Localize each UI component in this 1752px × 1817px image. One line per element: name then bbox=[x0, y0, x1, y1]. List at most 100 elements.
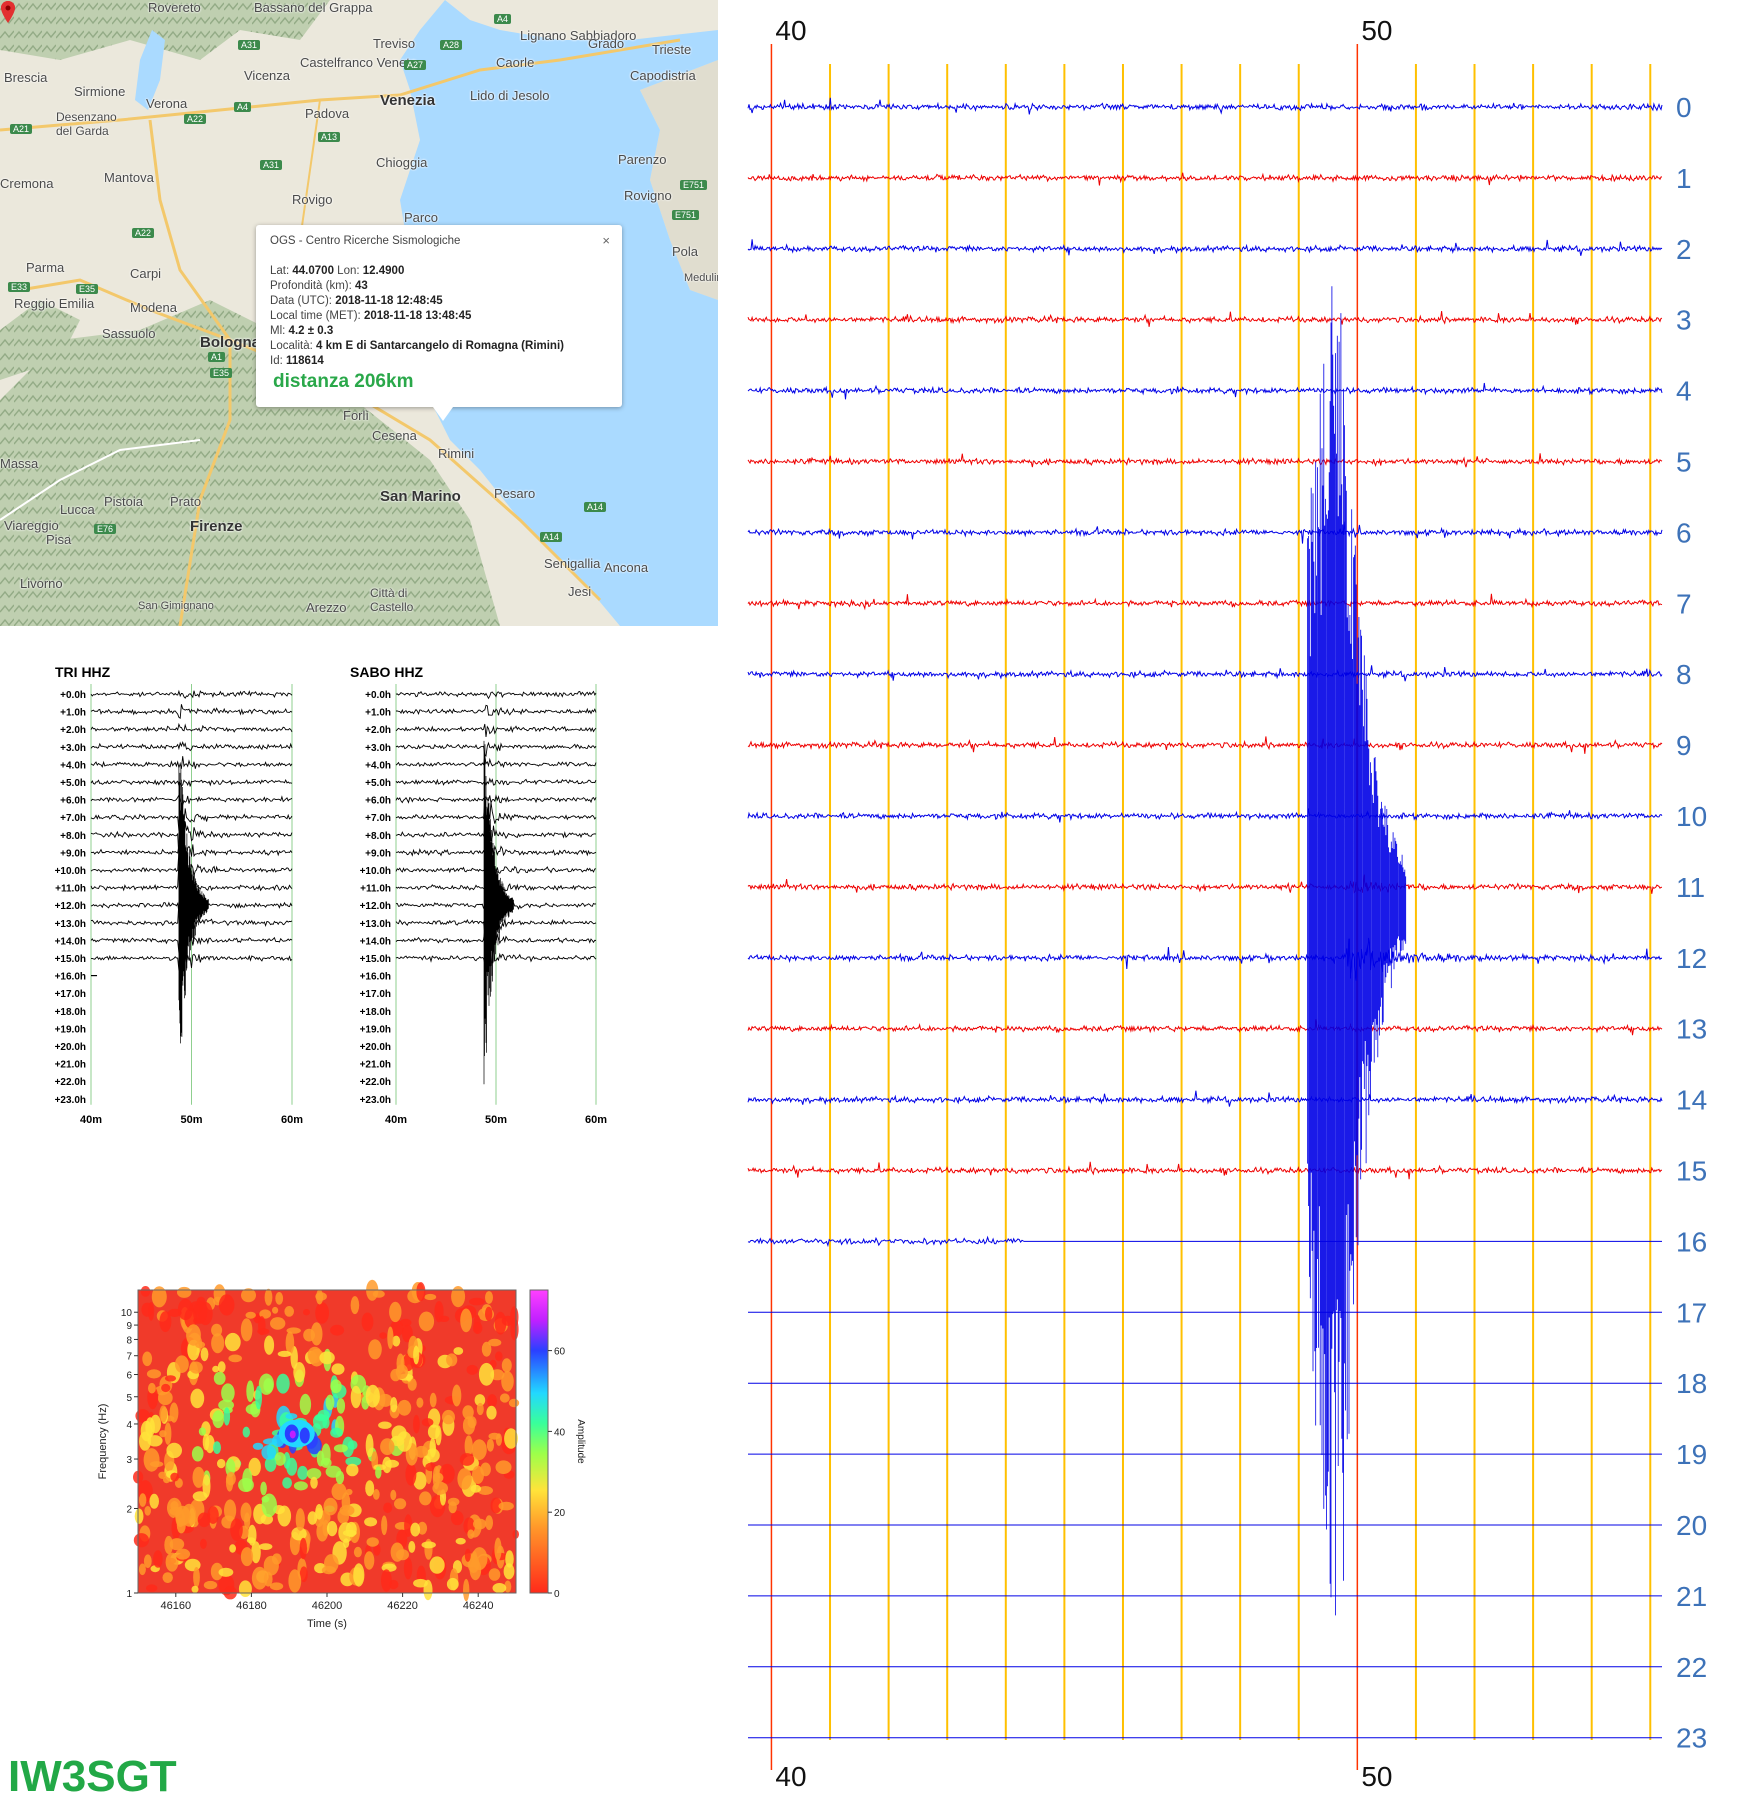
helicorder-row-label: +14.0h bbox=[55, 936, 86, 947]
drum-row-label: 11 bbox=[1676, 872, 1705, 903]
distance-value: distanza 206km bbox=[273, 371, 414, 392]
spectrogram-cell bbox=[264, 1456, 277, 1472]
spectrogram-cell bbox=[223, 1407, 231, 1426]
spectrogram-cell bbox=[263, 1571, 273, 1587]
spectrogram-cell bbox=[319, 1351, 335, 1365]
drum-trace bbox=[747, 310, 1663, 327]
spectrogram-cell bbox=[218, 1294, 235, 1316]
helicorder-row-label: +18.0h bbox=[55, 1007, 86, 1018]
drum-bottom-tick: 40 bbox=[775, 1761, 806, 1792]
spectrogram-cell bbox=[368, 1339, 382, 1360]
helicorder-trace bbox=[90, 821, 293, 859]
spectrogram-cell bbox=[146, 1369, 162, 1379]
helicorder-row-label: +9.0h bbox=[365, 848, 391, 859]
spectrogram-cell bbox=[478, 1362, 495, 1386]
epicenter-marker-icon[interactable] bbox=[0, 0, 16, 24]
drum-row-label: 5 bbox=[1676, 447, 1692, 478]
spectrogram-cell bbox=[285, 1331, 295, 1355]
spectrogram-cell bbox=[175, 1505, 191, 1526]
spectrogram-cell bbox=[380, 1438, 395, 1456]
spectrogram-cell bbox=[464, 1548, 471, 1562]
spectrogram-cell bbox=[460, 1308, 472, 1333]
map-panel[interactable]: Rovereto Bassano del Grappa Treviso Lign… bbox=[0, 0, 718, 626]
spectrogram-cell bbox=[177, 1286, 192, 1298]
drum-row-label: 15 bbox=[1676, 1156, 1707, 1187]
spectrogram-panel: 46160 46180 46200 46220 46240 Time (s) 1 2 3 4 5 6 7… bbox=[70, 1270, 630, 1650]
spectrogram-cell bbox=[147, 1435, 163, 1447]
helicorder-row-label: +7.0h bbox=[365, 813, 391, 824]
spectrogram-cell bbox=[488, 1338, 502, 1347]
spectrogram-cell bbox=[336, 1398, 346, 1414]
map-city-label: San Gimignano bbox=[138, 600, 214, 612]
spectrogram-cell bbox=[330, 1379, 342, 1394]
spectrogram-cell bbox=[307, 1346, 322, 1364]
helicorder-row-label: +6.0h bbox=[365, 796, 391, 807]
spectrogram-cell bbox=[263, 1378, 274, 1393]
spectrogram-cell bbox=[143, 1448, 160, 1472]
spectrogram-cell bbox=[293, 1362, 306, 1383]
helicorder-title: TRI HHZ bbox=[55, 664, 111, 680]
spectrogram-cell bbox=[285, 1413, 298, 1420]
spectrogram-cell bbox=[212, 1365, 220, 1373]
spectrogram-cell bbox=[480, 1462, 491, 1477]
spectrogram-cell bbox=[134, 1508, 144, 1524]
spectrogram-cell bbox=[366, 1537, 379, 1547]
spectrogram-cell bbox=[373, 1543, 381, 1556]
spectrogram-cell bbox=[494, 1537, 502, 1561]
spectrogram-y-tick: 9 bbox=[126, 1321, 132, 1332]
spectrogram-cell bbox=[463, 1578, 470, 1602]
spectrogram-cell bbox=[166, 1442, 182, 1459]
map-city-label: Lignano Sabbiadoro bbox=[520, 28, 637, 43]
helicorder-row-label: +15.0h bbox=[55, 954, 86, 965]
helicorder-row-label: +10.0h bbox=[55, 866, 86, 877]
spectrogram-cell bbox=[434, 1301, 444, 1323]
drum-trace bbox=[747, 172, 1663, 186]
popup-org: OGS - Centro Ricerche Sismologiche bbox=[270, 235, 461, 247]
spectrogram-cell bbox=[435, 1425, 442, 1446]
spectrogram-cell bbox=[221, 1383, 235, 1403]
helicorder-x-tick: 50m bbox=[485, 1114, 507, 1126]
spectrogram-cell bbox=[316, 1289, 324, 1305]
spectrogram-cell bbox=[389, 1301, 402, 1323]
map-city-label: Pistoia bbox=[104, 494, 144, 509]
spectrogram-x-tick: 46160 bbox=[161, 1600, 192, 1612]
spectrogram-cell bbox=[186, 1324, 201, 1346]
spectrogram-cell bbox=[501, 1358, 512, 1373]
drum-trace bbox=[747, 937, 1663, 981]
spectrogram-cell bbox=[161, 1383, 171, 1393]
spectrogram-cell bbox=[138, 1563, 146, 1576]
drum-trace bbox=[747, 521, 1663, 544]
helicorder-row-label: +22.0h bbox=[360, 1077, 391, 1088]
spectrogram-cell bbox=[170, 1472, 180, 1482]
drum-trace bbox=[747, 97, 1663, 115]
drum-row-label: 23 bbox=[1676, 1723, 1707, 1754]
spectrogram-cell bbox=[193, 1300, 208, 1324]
helicorder-row-label: +11.0h bbox=[55, 884, 86, 895]
spectrogram-cell bbox=[229, 1544, 237, 1553]
spectrogram-cell bbox=[225, 1458, 236, 1477]
helicorder-trace bbox=[90, 722, 293, 733]
spectrogram-cell bbox=[353, 1546, 362, 1558]
spectrogram-cell bbox=[476, 1402, 484, 1416]
spectrogram-cell bbox=[392, 1335, 401, 1347]
spectrogram-cell bbox=[169, 1538, 185, 1551]
spectrogram-cell bbox=[495, 1351, 503, 1362]
spectrogram-cell bbox=[291, 1527, 307, 1541]
map-city-label: Brescia bbox=[4, 70, 48, 85]
helicorder-trace bbox=[90, 807, 293, 831]
spectrogram-cell bbox=[244, 1512, 251, 1530]
map-city-label: Forlì bbox=[343, 408, 369, 423]
spectrogram-cell bbox=[202, 1433, 210, 1451]
drum-row-label: 14 bbox=[1676, 1085, 1707, 1116]
spectrogram-cell bbox=[485, 1515, 493, 1531]
spectrogram-cell bbox=[140, 1286, 151, 1297]
spectrogram-cell bbox=[212, 1410, 224, 1429]
spectrogram-cell bbox=[228, 1354, 242, 1363]
helicorder-row-label: +16.0h bbox=[360, 972, 391, 983]
drum-trace bbox=[747, 1090, 1663, 1107]
helicorder-row-label: +21.0h bbox=[360, 1060, 391, 1071]
close-icon[interactable]: × bbox=[602, 233, 610, 248]
spectrogram-cell bbox=[146, 1584, 158, 1592]
spectrogram-cell bbox=[269, 1582, 284, 1591]
map-city-label: Rimini bbox=[438, 446, 475, 461]
